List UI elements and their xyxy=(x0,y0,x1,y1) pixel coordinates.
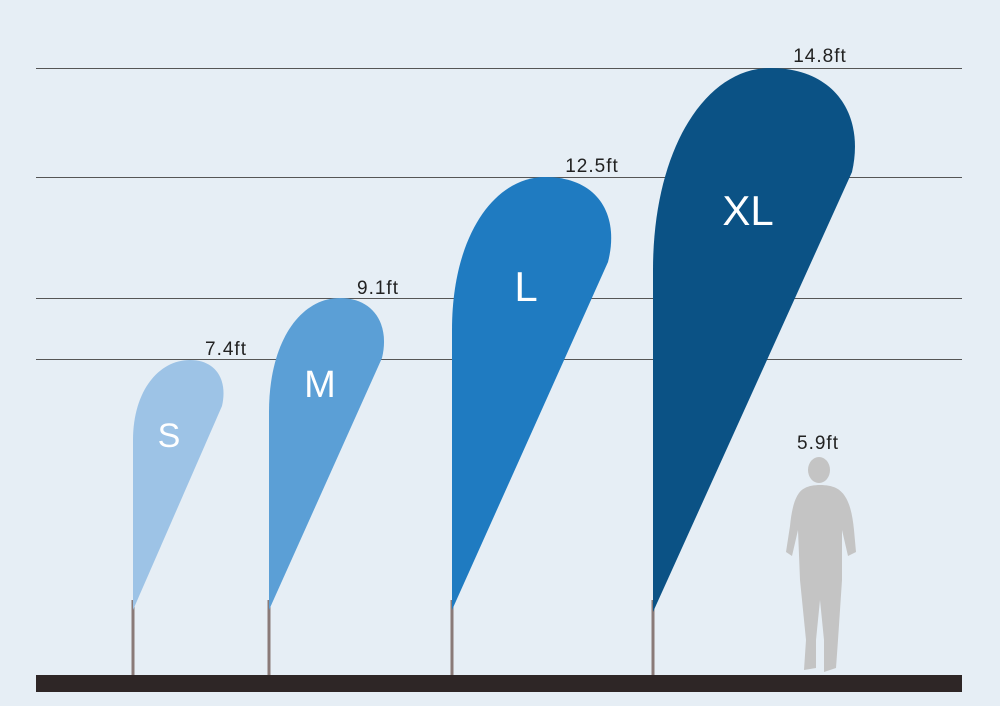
person-silhouette xyxy=(786,457,856,672)
flag-l xyxy=(452,177,612,610)
height-label: 9.1ft xyxy=(357,278,399,299)
height-label: 14.8ft xyxy=(793,46,847,67)
flag-xl xyxy=(653,68,855,612)
height-label: 7.4ft xyxy=(205,339,247,360)
flag-s xyxy=(133,360,224,610)
ground xyxy=(36,675,962,692)
height-label: 12.5ft xyxy=(565,156,619,177)
poles xyxy=(131,600,655,676)
size-label: M xyxy=(304,364,336,406)
size-label: XL xyxy=(722,187,773,234)
height-label: 5.9ft xyxy=(797,433,839,454)
flag-m xyxy=(269,298,385,610)
size-label: L xyxy=(514,263,537,310)
size-label: S xyxy=(158,417,181,455)
